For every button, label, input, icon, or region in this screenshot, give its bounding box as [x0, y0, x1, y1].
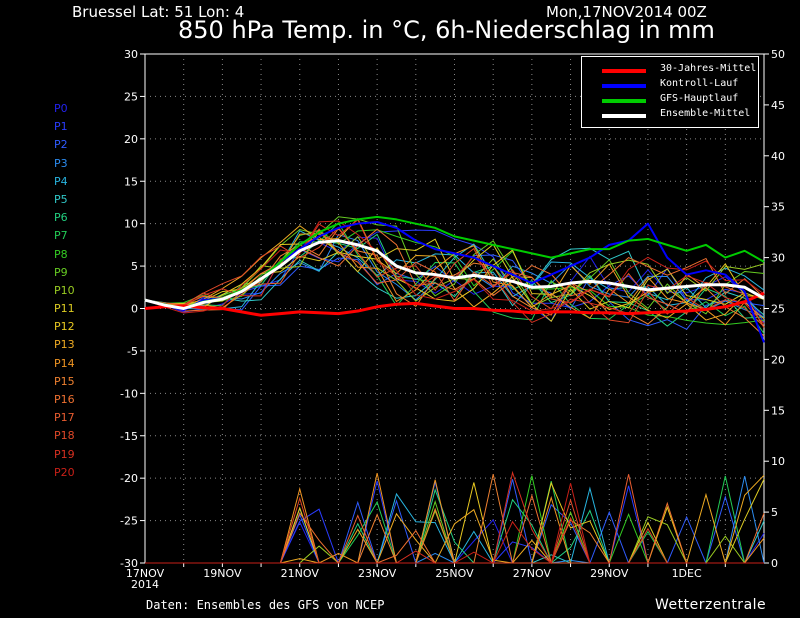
- member-label: P17: [54, 411, 75, 425]
- member-label: P8: [54, 247, 68, 261]
- ensemble-member-line: [144, 230, 765, 310]
- ensemble-member-line: [144, 254, 765, 330]
- legend-item: 30-Jahres-Mittel: [602, 63, 757, 79]
- x-tick-label-year: 2014: [131, 578, 159, 591]
- precipitation-lines: [145, 470, 765, 565]
- precip-member-line: [145, 483, 764, 564]
- y-tick-label: 0: [131, 303, 138, 316]
- member-label: P20: [54, 465, 75, 479]
- x-tick-label: 27NOV: [513, 567, 552, 580]
- member-label: P11: [54, 302, 75, 316]
- y2-tick-label: 35: [771, 201, 785, 214]
- y-tick-label: -20: [120, 472, 138, 485]
- x-tick-label: 25NOV: [435, 567, 474, 580]
- brand-label: Wetterzentrale: [655, 597, 767, 613]
- y-tick-label: 10: [124, 218, 138, 231]
- run-date: Mon,17NOV2014 00Z: [546, 3, 707, 21]
- ensemble-spaghetti: [144, 216, 765, 337]
- legend-item: GFS-Hauptlauf: [602, 93, 757, 109]
- legend-swatch: [602, 99, 646, 103]
- y2-tick-label: 20: [771, 353, 785, 366]
- x-tick-label: 23NOV: [358, 567, 397, 580]
- member-label: P10: [54, 283, 75, 297]
- member-label: P15: [54, 374, 75, 388]
- y2-tick-label: 45: [771, 99, 785, 112]
- member-label: P16: [54, 393, 75, 406]
- x-tick-label: 19NOV: [203, 567, 242, 580]
- member-label: P5: [54, 192, 68, 206]
- y2-tick-label: 50: [771, 48, 785, 61]
- member-label: P18: [54, 429, 75, 443]
- member-label: P14: [54, 356, 75, 370]
- member-label: P12: [54, 320, 75, 334]
- y2-tick-label: 40: [771, 150, 785, 163]
- ensemble-member-line: [144, 226, 765, 328]
- y2-tick-label: 0: [771, 557, 778, 570]
- series-line: [144, 291, 765, 317]
- legend-box: 30-Jahres-Mittel Kontroll-Lauf GFS-Hauptla…: [581, 56, 759, 128]
- member-label: P2: [54, 138, 68, 152]
- data-source: Daten: Ensembles des GFS von NCEP: [146, 598, 385, 612]
- y-tick-label: -5: [127, 345, 138, 358]
- y-tick-label: 25: [124, 90, 138, 103]
- axis-ticks: -30 -25 -20 -15 -10 -5 0 5 10 15 20 25 30 0 5 10 15 20 25 3…: [120, 48, 785, 591]
- main-series: [144, 215, 765, 343]
- y-tick-label: -10: [120, 387, 138, 400]
- y-tick-label: 5: [131, 260, 138, 273]
- legend-swatch: [602, 69, 646, 73]
- member-list: P0 P1 P2 P3 P4 P5 P6 P7 P8 P9 P10 P11 P12 P13 P14 P15 P1…: [54, 100, 75, 482]
- ensemble-member-line: [144, 243, 765, 316]
- location-label: Bruessel Lat: 51 Lon: 4: [72, 3, 245, 21]
- member-label: P0: [54, 102, 68, 115]
- y-tick-label: 20: [124, 133, 138, 146]
- series-line: [144, 239, 765, 310]
- y2-tick-label: 5: [771, 506, 778, 519]
- ensemble-member-line: [144, 220, 765, 314]
- member-label: P19: [54, 447, 75, 461]
- y2-tick-label: 30: [771, 252, 785, 265]
- y-tick-label: -30: [120, 557, 138, 570]
- x-tick-label: 17NOV: [126, 567, 165, 580]
- y-tick-label: 30: [124, 48, 138, 61]
- x-tick-label: 21NOV: [281, 567, 320, 580]
- member-label: P9: [54, 265, 68, 279]
- y2-tick-label: 25: [771, 303, 785, 316]
- x-tick-label: 29NOV: [590, 567, 629, 580]
- y2-tick-label: 10: [771, 455, 785, 468]
- member-label: P6: [54, 211, 68, 225]
- legend-label: 30-Jahres-Mittel: [660, 63, 757, 74]
- y2-tick-label: 15: [771, 404, 785, 417]
- member-label: P7: [54, 229, 68, 243]
- y-tick-label: -25: [120, 515, 138, 528]
- member-label: P1: [54, 120, 68, 134]
- legend-label: Kontroll-Lauf: [660, 78, 739, 89]
- y-tick-label: 15: [124, 175, 138, 188]
- legend-swatch: [602, 84, 646, 88]
- legend-label: GFS-Hauptlauf: [660, 93, 739, 104]
- member-label: P3: [54, 156, 68, 170]
- legend-swatch: [602, 114, 646, 118]
- x-tick-label: 1DEC: [672, 567, 702, 580]
- legend-label: Ensemble-Mittel: [660, 108, 751, 119]
- y-tick-label: -15: [120, 430, 138, 443]
- legend-item: Ensemble-Mittel: [602, 108, 757, 124]
- member-label: P13: [54, 338, 75, 352]
- chart-title: 850 hPa Temp. in °C, 6h-Niederschlag in …: [178, 16, 715, 44]
- legend-item: Kontroll-Lauf: [602, 78, 757, 94]
- member-label: P4: [54, 174, 68, 188]
